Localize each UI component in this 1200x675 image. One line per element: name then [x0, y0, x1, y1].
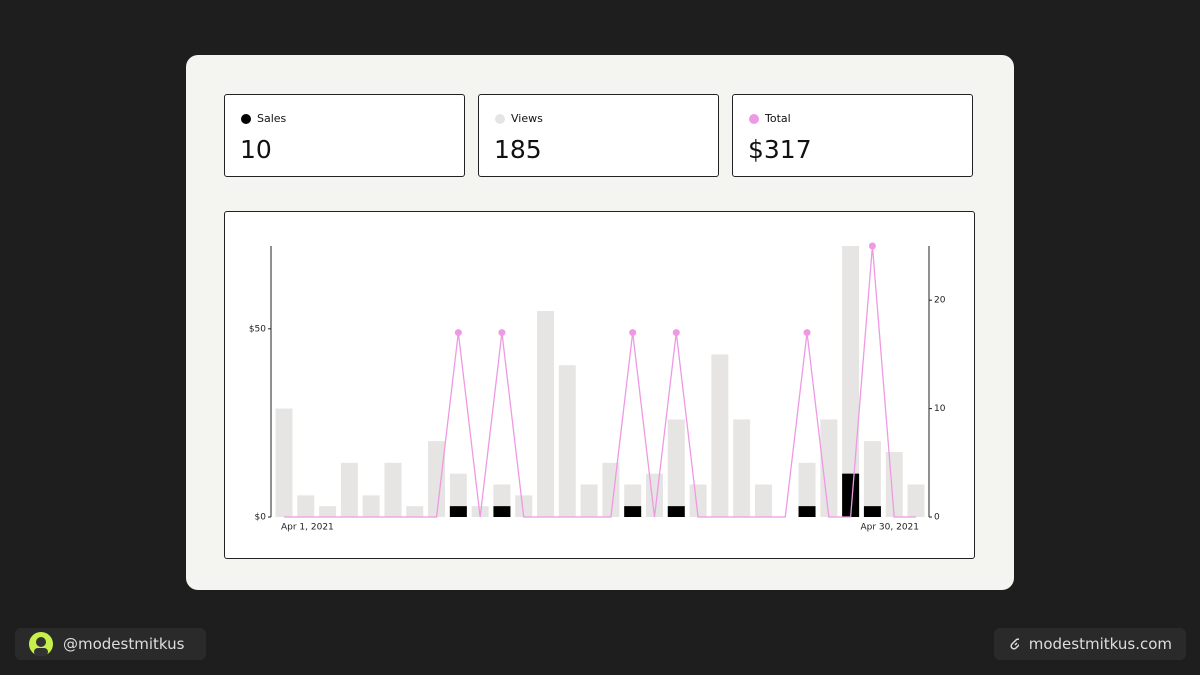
- bar: [428, 441, 446, 517]
- bar: [711, 354, 729, 517]
- views-card: Views 185: [478, 94, 719, 177]
- site-link[interactable]: modestmitkus.com: [994, 628, 1186, 660]
- dashboard-panel: Sales 10 Views 185 Total $317 $0 $50 0 10 20…: [186, 55, 1014, 590]
- x-tick-label: Apr 30, 2021: [860, 523, 919, 533]
- bar: [733, 419, 751, 517]
- y2-tick-label: 0: [934, 513, 940, 523]
- point: [454, 329, 462, 337]
- card-title: Total: [765, 112, 791, 125]
- bar: [667, 506, 685, 517]
- y-tick-label: $50: [249, 324, 266, 334]
- y2-tick-label: 20: [934, 296, 946, 306]
- point: [803, 329, 811, 337]
- bar: [384, 462, 402, 517]
- legend-dot: [241, 113, 251, 124]
- card-value: 10: [240, 135, 272, 164]
- point: [672, 329, 680, 337]
- bar: [645, 473, 663, 517]
- link-icon: [1010, 638, 1019, 650]
- legend-dot: [749, 113, 759, 124]
- card-label: Total: [749, 112, 791, 125]
- chart: $0 $50 0 10 20 Apr 1, 2021 Apr 30, 2021: [249, 242, 946, 533]
- handle-badge[interactable]: @modestmitkus: [15, 628, 206, 660]
- bar: [449, 506, 467, 517]
- bar: [580, 484, 598, 517]
- bar: [537, 311, 555, 517]
- bar: [406, 506, 424, 517]
- bar: [689, 484, 707, 517]
- card-label: Sales: [241, 112, 286, 125]
- sales-card: Sales 10: [224, 94, 465, 177]
- bar: [515, 495, 533, 517]
- x-tick-label: Apr 1, 2021: [281, 523, 334, 533]
- card-label: Views: [495, 112, 543, 125]
- bar: [624, 506, 642, 517]
- bar: [885, 451, 903, 517]
- bar: [493, 506, 511, 517]
- bar: [754, 484, 772, 517]
- handle: @modestmitkus: [63, 635, 185, 653]
- bar: [907, 484, 925, 517]
- bar: [798, 462, 816, 517]
- bar: [275, 408, 293, 517]
- bar: [842, 246, 860, 517]
- site: modestmitkus.com: [1028, 635, 1172, 653]
- bar: [558, 365, 576, 517]
- point: [868, 242, 876, 250]
- total-card: Total $317: [732, 94, 973, 177]
- bar: [340, 462, 358, 517]
- y-tick-label: $0: [255, 513, 267, 523]
- line: [284, 245, 916, 518]
- card-title: Sales: [257, 112, 287, 125]
- y2-tick-label: 10: [934, 404, 946, 414]
- chart-box: $0 $50 0 10 20 Apr 1, 2021 Apr 30, 2021: [224, 211, 975, 559]
- bar: [798, 506, 816, 517]
- bar: [842, 473, 860, 517]
- card-title: Views: [511, 112, 543, 125]
- bar: [362, 495, 380, 517]
- card-value: $317: [748, 135, 812, 164]
- legend-dot: [495, 113, 505, 124]
- bar: [667, 419, 685, 517]
- point: [629, 329, 637, 337]
- bar: [297, 495, 315, 517]
- bar: [863, 506, 881, 517]
- bar: [863, 441, 881, 517]
- avatar: [29, 632, 53, 656]
- card-value: 185: [494, 135, 542, 164]
- bar: [319, 506, 337, 517]
- point: [498, 329, 506, 337]
- bar: [820, 419, 838, 517]
